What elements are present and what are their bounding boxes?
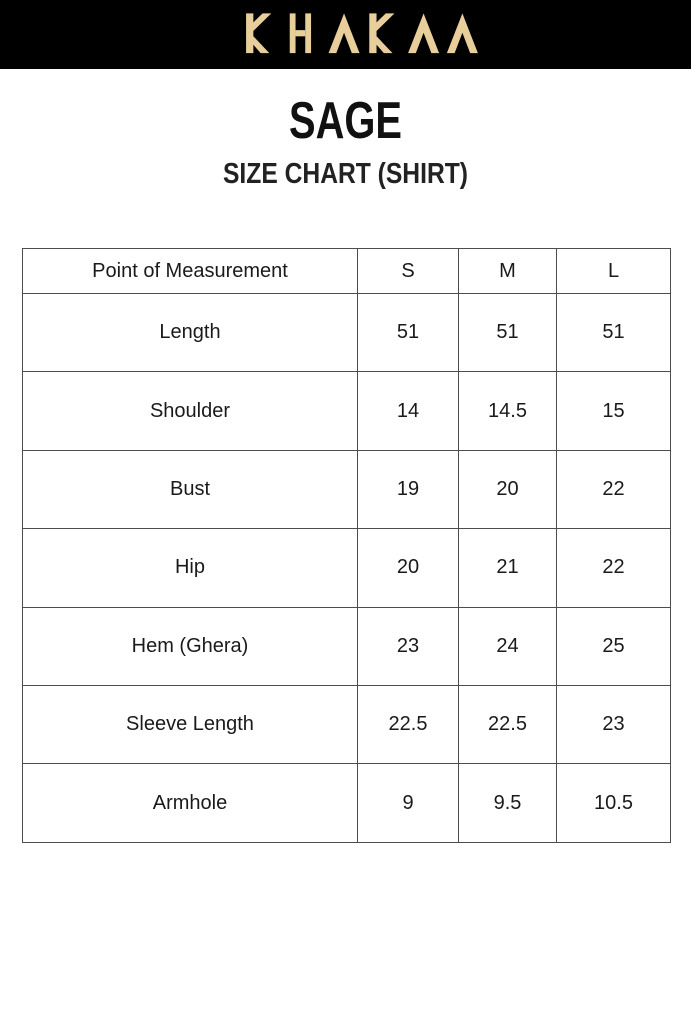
svg-text:SIZE CHART (SHIRT): SIZE CHART (SHIRT)	[223, 158, 468, 189]
svg-text:SAGE: SAGE	[289, 98, 402, 146]
